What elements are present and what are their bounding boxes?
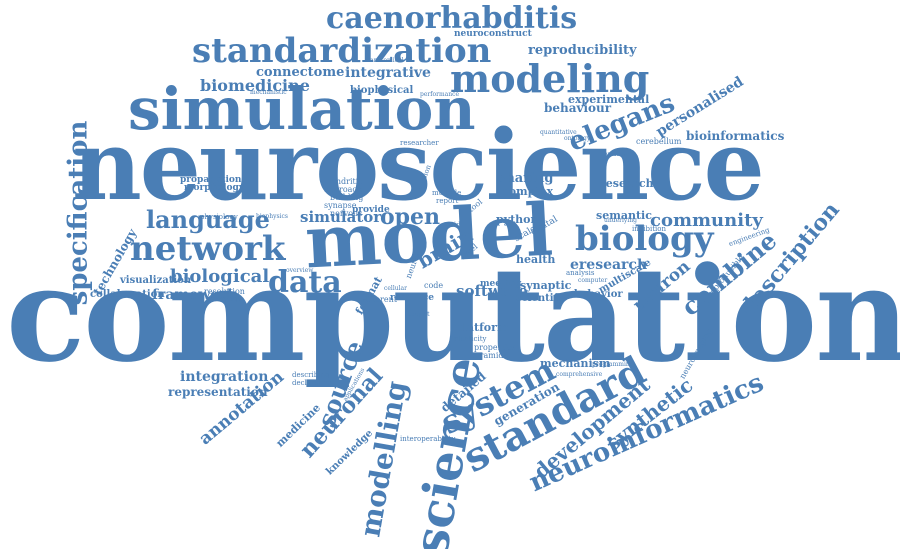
word: specification — [63, 120, 94, 306]
word: underlying — [604, 217, 637, 224]
word: resolution — [204, 287, 245, 296]
word: biology — [575, 219, 714, 259]
word: collaboration — [90, 289, 165, 300]
word: pyramidal — [470, 351, 511, 360]
word: neuroscience — [72, 109, 765, 222]
word: report — [436, 197, 459, 205]
word: framework — [152, 287, 237, 303]
word: reproducibility — [528, 43, 637, 58]
word: neurology — [206, 295, 242, 303]
word: performance — [420, 91, 460, 98]
word: scientific — [516, 293, 567, 304]
word: biomedicine — [200, 76, 310, 95]
word: physiology — [200, 213, 238, 221]
word: modeling — [450, 56, 650, 101]
word: building — [330, 193, 364, 202]
word: complex — [502, 185, 554, 198]
word: anatomical — [370, 57, 404, 64]
word: mechanism — [540, 357, 611, 370]
word: representation — [168, 385, 268, 399]
word: language — [146, 205, 270, 234]
word: comprehensive — [556, 371, 603, 378]
word: bioinformatics — [686, 129, 785, 143]
word: meeting — [480, 279, 522, 289]
word: plasticity — [454, 335, 487, 343]
word: open — [380, 204, 441, 230]
word: morphology — [184, 183, 245, 193]
word: mechanistic — [250, 89, 287, 96]
word: nervous — [330, 209, 363, 218]
word: python — [496, 213, 539, 226]
word: community — [650, 210, 763, 231]
word: cerebellum — [636, 137, 682, 146]
word: physiome — [600, 151, 629, 158]
word: propagation — [180, 175, 242, 185]
word: biological — [170, 266, 270, 287]
word: provide — [352, 205, 390, 215]
word: experimental — [568, 93, 650, 106]
word: visualization — [120, 275, 192, 286]
word: declarative — [292, 379, 332, 387]
word: sharing — [498, 171, 554, 186]
word: behavior — [574, 289, 623, 300]
word: behaviour — [544, 101, 612, 115]
word: data — [268, 265, 342, 300]
word: interoperability — [400, 435, 456, 443]
word: researcher — [400, 139, 439, 147]
word: properties — [474, 343, 517, 352]
word: different — [362, 295, 398, 304]
word: approach — [324, 185, 363, 194]
word: integrative — [345, 65, 431, 81]
word: synaptic — [520, 279, 572, 292]
word: simulation — [128, 75, 476, 143]
word: describing — [292, 371, 330, 379]
word: resource — [390, 293, 435, 303]
word: dendritic — [326, 177, 363, 186]
word: analysis — [566, 269, 595, 277]
word: health — [516, 253, 556, 266]
word: multiple — [432, 189, 462, 197]
word: connectome — [256, 65, 345, 80]
word: synapse — [324, 201, 357, 210]
word: network — [130, 229, 286, 269]
word: semantic — [596, 209, 652, 222]
word: caenorhabditis — [326, 1, 578, 36]
word: biophysical — [350, 85, 414, 96]
word: standardization — [192, 31, 492, 71]
word: software — [456, 282, 528, 300]
word: computational — [6, 238, 900, 391]
word: platform — [455, 321, 509, 334]
word: programming — [592, 361, 634, 368]
word: ontology — [564, 135, 591, 142]
word: code — [424, 281, 444, 290]
word: neuroconstruct — [454, 29, 532, 39]
word: project — [408, 311, 430, 318]
word: computer — [578, 277, 608, 284]
word: integration — [180, 369, 269, 385]
word: overview — [286, 267, 314, 274]
word: research — [600, 177, 654, 190]
word: inhibition — [632, 225, 666, 233]
word: eresearch — [570, 257, 648, 273]
word: cellular — [384, 285, 407, 292]
word: biophysics — [256, 213, 288, 220]
word: simulator — [300, 208, 382, 226]
word: grid — [446, 221, 461, 229]
word: quantitative — [540, 129, 577, 136]
